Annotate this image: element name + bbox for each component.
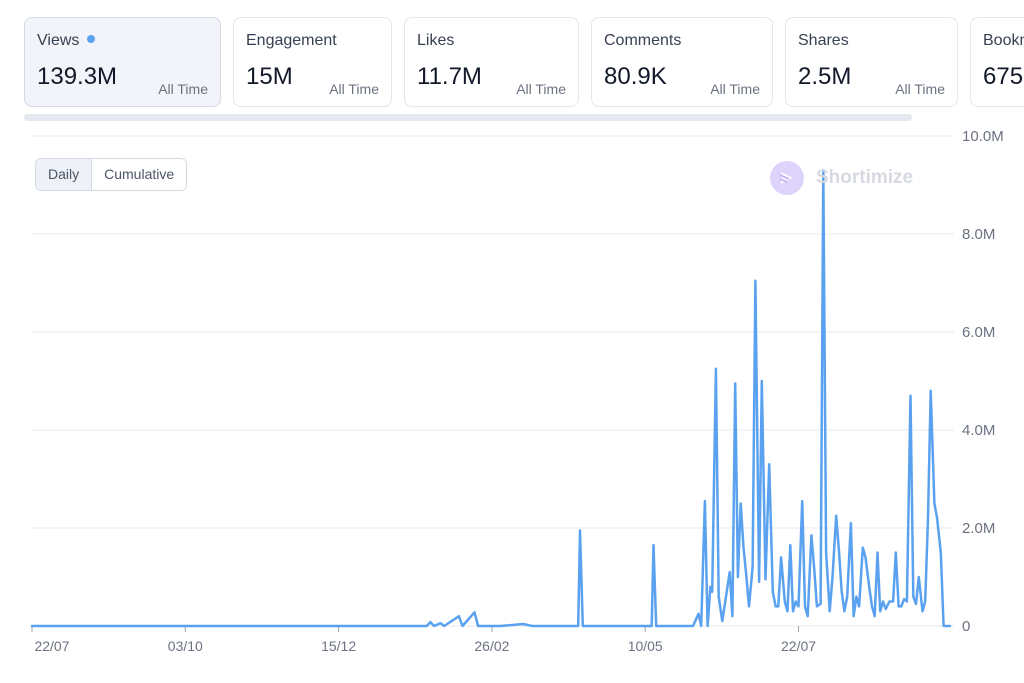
y-tick-label: 6.0M (962, 324, 995, 341)
metric-card-shares[interactable]: Shares 2.5M All Time (785, 17, 958, 107)
metric-period: All Time (895, 81, 945, 97)
x-tick-label: 26/02 (474, 638, 509, 654)
metric-card-comments[interactable]: Comments 80.9K All Time (591, 17, 773, 107)
x-tick-label: 22/07 (781, 638, 816, 654)
metric-label: Engagement (246, 32, 337, 49)
metric-period: All Time (710, 81, 760, 97)
metric-label: Views (37, 32, 96, 50)
metric-card-likes[interactable]: Likes 11.7M All Time (404, 17, 579, 107)
metric-value: 2.5M (798, 63, 852, 90)
y-tick-label: 0 (962, 618, 970, 635)
series-line (30, 169, 952, 628)
daily-button[interactable]: Daily (36, 159, 93, 190)
metric-card-engagement[interactable]: Engagement 15M All Time (233, 17, 392, 107)
watermark: Shortimize (770, 161, 913, 195)
metric-value: 675 (983, 63, 1024, 90)
metric-label: Comments (604, 32, 682, 49)
metric-period: All Time (158, 81, 208, 97)
metric-value: 11.7M (417, 63, 482, 90)
metric-period: All Time (516, 81, 566, 97)
metric-period: All Time (329, 81, 379, 97)
metric-card-views[interactable]: Views 139.3M All Time (24, 17, 221, 107)
metric-value: 80.9K (604, 63, 667, 90)
active-dot-icon (87, 35, 96, 43)
cards-scrollbar[interactable] (24, 114, 912, 121)
watermark-text: Shortimize (816, 167, 914, 188)
metric-value: 139.3M (37, 63, 118, 90)
view-mode-toggle: Daily Cumulative (35, 158, 188, 191)
y-tick-label: 8.0M (962, 226, 995, 243)
cumulative-button[interactable]: Cumulative (92, 159, 187, 190)
metric-label: Shares (798, 32, 849, 49)
y-tick-label: 4.0M (962, 422, 995, 439)
y-tick-label: 2.0M (962, 520, 995, 537)
views-line-chart: 0 2.0M 4.0M 6.0M 8.0M 10.0M 22/07 03/10 15/12 26/… (30, 128, 1004, 654)
y-tick-label: 10.0M (962, 128, 1004, 145)
x-tick-label: 15/12 (321, 638, 356, 654)
metric-label: Likes (417, 32, 455, 49)
metric-cards: Views 139.3M All Time Engagement 15M All Time… (24, 17, 1024, 107)
metric-label: Bookm (983, 32, 1024, 49)
metric-card-bookm[interactable]: Bookm 675 (970, 17, 1024, 107)
shortimize-logo-icon (770, 161, 804, 195)
x-tick-label: 03/10 (168, 638, 203, 654)
metric-value: 15M (246, 63, 293, 90)
x-tick-label: 22/07 (34, 638, 69, 654)
x-tick-label: 10/05 (628, 638, 663, 654)
